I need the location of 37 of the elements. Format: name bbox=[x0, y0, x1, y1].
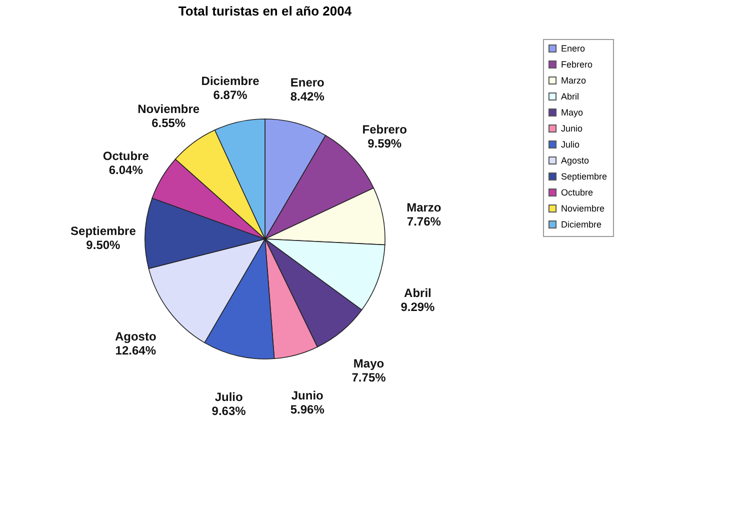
slice-label: Junio bbox=[291, 388, 324, 402]
slice-label: Abril bbox=[404, 286, 432, 300]
legend-label: Julio bbox=[561, 140, 580, 150]
slice-label: Noviembre bbox=[138, 102, 200, 116]
legend-label: Enero bbox=[561, 44, 586, 54]
data-label: 9.29% bbox=[400, 300, 436, 314]
legend-label: Octubre bbox=[561, 188, 594, 198]
legend-label: Marzo bbox=[561, 76, 586, 86]
slice-label: Diciembre bbox=[201, 74, 260, 88]
slice-label: Mayo bbox=[353, 356, 384, 370]
data-label: 6.55% bbox=[152, 116, 186, 130]
legend-label: Junio bbox=[561, 124, 583, 134]
legend-label: Diciembre bbox=[561, 220, 602, 230]
legend-label: Noviembre bbox=[561, 204, 605, 214]
slice-label: Septiembre bbox=[70, 224, 136, 238]
data-label: 9.59% bbox=[368, 136, 402, 151]
legend-label: Mayo bbox=[561, 108, 584, 118]
legend-label: Abril bbox=[561, 92, 580, 102]
slice-label: Julio bbox=[214, 390, 243, 404]
slice-label: Enero bbox=[290, 76, 324, 90]
slice-label: Marzo bbox=[406, 200, 442, 215]
data-label: 6.04% bbox=[108, 163, 144, 178]
chart-title: Total turistas en el año 2004 bbox=[178, 4, 352, 18]
legend-label: Febrero bbox=[561, 60, 593, 70]
legend-label: Septiembre bbox=[561, 172, 608, 182]
slice-label: Agosto bbox=[114, 330, 156, 344]
data-label: 9.50% bbox=[86, 238, 121, 252]
legend-label: Agosto bbox=[561, 156, 590, 166]
data-label: 9.63% bbox=[212, 404, 246, 418]
data-label: 8.42% bbox=[290, 90, 325, 104]
data-label: 7.76% bbox=[406, 214, 442, 229]
slice-label: Febrero bbox=[362, 122, 407, 137]
data-label: 7.75% bbox=[352, 370, 386, 384]
data-label: 6.87% bbox=[213, 88, 248, 102]
slice-label: Octubre bbox=[102, 149, 150, 164]
data-label: 5.96% bbox=[290, 402, 325, 416]
data-label: 12.64% bbox=[115, 344, 156, 358]
